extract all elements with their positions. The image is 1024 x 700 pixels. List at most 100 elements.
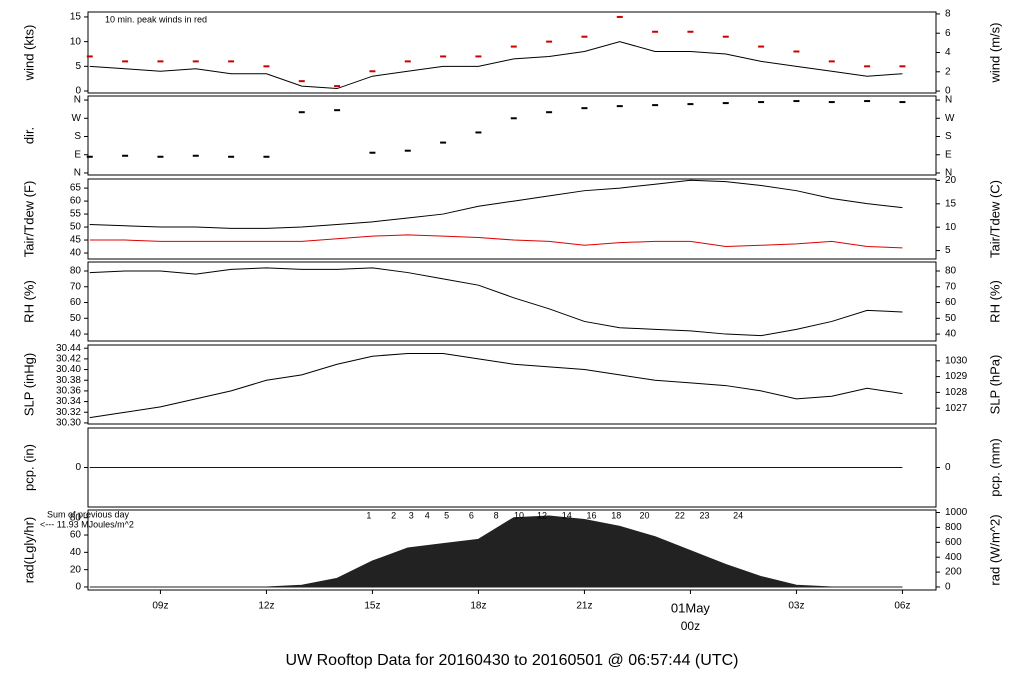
hour-mark: 2 [391,510,396,520]
y-tick-label: 45 [70,235,82,246]
y-tick-label: 60 [70,530,82,541]
hour-mark: 8 [494,510,499,520]
hour-mark: 6 [469,510,474,520]
series-line [89,41,903,90]
hour-mark: 5 [444,510,449,520]
panel-frame [87,261,937,342]
y2-tick-label: 1030 [945,355,968,366]
y-tick-label: 0 [75,582,81,593]
hour-mark: 22 [675,510,685,520]
y2-tick-label: 80 [945,266,957,277]
y2-tick-label: 2 [945,66,951,77]
y-tick-label: 0 [75,462,81,473]
series-line [89,179,903,229]
panel-frame [87,178,937,260]
y2-tick-label: 600 [945,537,962,548]
y-tick-label: E [74,149,81,160]
y-axis-label: rad(Lgly/hr) [21,517,36,583]
y-tick-label: N [74,168,81,179]
hour-mark: 16 [586,510,596,520]
y-tick-label: 30.38 [56,375,81,386]
hour-mark: 14 [562,510,572,520]
y-axis-label: Tair/Tdew (F) [21,181,36,258]
y2-tick-label: 20 [945,175,957,186]
y2-tick-label: 800 [945,522,962,533]
y2-tick-label: 1028 [945,387,968,398]
y-tick-label: 30.42 [56,354,81,365]
y-tick-label: 50 [70,222,82,233]
y2-tick-label: 8 [945,9,951,20]
x-tick-label: 00z [681,619,700,633]
y2-tick-label: 1027 [945,403,968,414]
y2-tick-label: 60 [945,297,957,308]
x-tick-label: 09z [152,601,168,612]
y2-tick-label: N [945,95,952,106]
y-tick-label: 70 [70,281,82,292]
hour-mark: 10 [514,510,524,520]
y-tick-label: S [74,131,81,142]
y-tick-label: 40 [70,547,82,558]
note: Sum of previous day [47,509,130,519]
y-tick-label: 80 [70,266,82,277]
y-tick-label: 0 [75,86,81,97]
y-tick-label: N [74,95,81,106]
y2-tick-label: 0 [945,582,951,593]
y2-tick-label: 1029 [945,371,968,382]
series-line [89,353,903,419]
y-tick-label: 30.30 [56,418,81,429]
y2-axis-label: pcp. (mm) [987,438,1002,497]
y2-tick-label: 10 [945,222,957,233]
y2-tick-label: 5 [945,245,951,256]
series-line [89,267,903,337]
y2-tick-label: 4 [945,47,951,58]
y-tick-label: 80 [70,512,82,523]
hour-mark: 18 [611,510,621,520]
y2-axis-label: rad (W/m^2) [987,514,1002,585]
y2-tick-label: 0 [945,86,951,97]
x-tick-label: 18z [470,601,486,612]
y2-axis-label: wind (m/s) [987,23,1002,84]
y2-tick-label: 50 [945,313,957,324]
y2-tick-label: 40 [945,329,957,340]
y2-tick-label: 0 [945,462,951,473]
note: <--- 11.93 MJoules/m^2 [40,519,134,529]
note: 10 min. peak winds in red [105,14,207,24]
series-line [89,234,903,249]
y-tick-label: 65 [70,183,82,194]
y2-tick-label: 200 [945,567,962,578]
hour-mark: 3 [409,510,414,520]
y-tick-label: 60 [70,196,82,207]
y-tick-label: 30.36 [56,386,81,397]
panel-frame [87,344,937,425]
x-tick-label: 12z [258,601,274,612]
panel-frame [87,95,937,176]
x-tick-label: 15z [364,601,380,612]
hour-mark: 23 [700,510,710,520]
chart-title: UW Rooftop Data for 20160430 to 20160501… [286,652,739,669]
y-tick-label: 50 [70,313,82,324]
y2-tick-label: 70 [945,281,957,292]
hour-mark: 24 [733,510,743,520]
y-tick-label: W [72,113,82,124]
y-tick-label: 55 [70,209,82,220]
y-tick-label: 40 [70,329,82,340]
hour-mark: 1 [366,510,371,520]
series-area [89,515,903,588]
date-label: 01May [671,600,711,615]
y2-tick-label: N [945,168,952,179]
y2-axis-label: SLP (hPa) [987,355,1002,415]
y-axis-label: SLP (inHg) [21,353,36,416]
y-tick-label: 10 [70,36,82,47]
y-axis-label: dir. [21,127,36,144]
y-tick-label: 30.34 [56,396,81,407]
hour-mark: 12 [537,510,547,520]
y-tick-label: 30.32 [56,407,81,418]
y-axis-label: pcp. (in) [21,444,36,491]
y2-tick-label: 400 [945,552,962,563]
y-tick-label: 30.40 [56,364,81,375]
y2-tick-label: 15 [945,198,957,209]
y2-axis-label: RH (%) [987,280,1002,323]
y2-tick-label: E [945,149,952,160]
hour-mark: 4 [425,510,430,520]
